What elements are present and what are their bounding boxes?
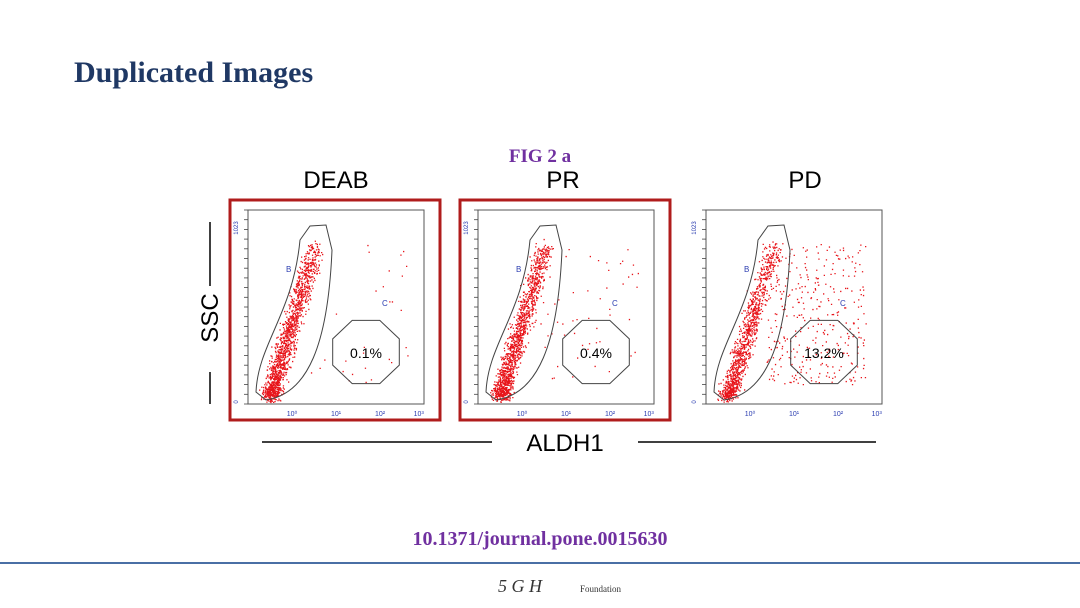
highlight-box [458,198,672,422]
x-tick-label: 10³ [414,411,425,418]
y-tick-label: 0 [464,400,470,404]
x-tick-label: 10⁰ [287,410,298,418]
panel-title: PD [788,167,821,194]
panel-title: PR [546,167,579,194]
x-tick-label: 10¹ [561,411,572,418]
gate-label: C [382,299,388,308]
doi: 10.1371/journal.pone.0015630 [412,528,667,550]
x-tick-label: 10³ [644,411,655,418]
slide-title: Duplicated Images [74,56,313,89]
footer-text: Foundation [580,584,622,594]
gate-label: B [516,265,521,274]
gate-c [332,319,400,385]
y-tick-label: 1023 [692,221,698,235]
panels: DEAB 1023 0 10⁰ 10¹ 10² 10³ B C 0.1% PR 1023 0 10⁰ 10¹… [228,167,883,422]
x-tick-label: 10¹ [789,411,800,418]
gate-c [790,319,858,385]
footer-logo: 5 G H [498,576,543,596]
scatter-dots [259,240,409,404]
y-tick-label: 0 [692,400,698,404]
gate-percent: 0.1% [350,345,382,361]
x-axis-label: ALDH1 [526,430,603,457]
gate-b [713,224,791,401]
gate-label: B [286,265,291,274]
x-tick-label: 10² [605,411,616,418]
highlight-box [228,198,442,422]
gate-b [255,224,333,401]
y-tick-label: 0 [234,400,240,404]
y-tick-label: 1023 [464,221,470,235]
gate-label: B [744,265,749,274]
x-tick-label: 10³ [872,411,883,418]
panel-title: DEAB [303,167,368,194]
y-axis-label: SSC [197,293,224,342]
gate-percent: 13.2% [804,345,844,361]
gate-b [485,224,563,401]
gate-label: C [840,299,846,308]
x-tick-label: 10² [375,411,386,418]
gate-c [562,319,630,385]
x-tick-label: 10² [833,411,844,418]
x-tick-label: 10⁰ [517,410,528,418]
x-tick-label: 10⁰ [745,410,756,418]
gate-label: C [612,299,618,308]
y-tick-label: 1023 [234,221,240,235]
figure-label: FIG 2 a [509,146,572,167]
x-tick-label: 10¹ [331,411,342,418]
gate-percent: 0.4% [580,345,612,361]
